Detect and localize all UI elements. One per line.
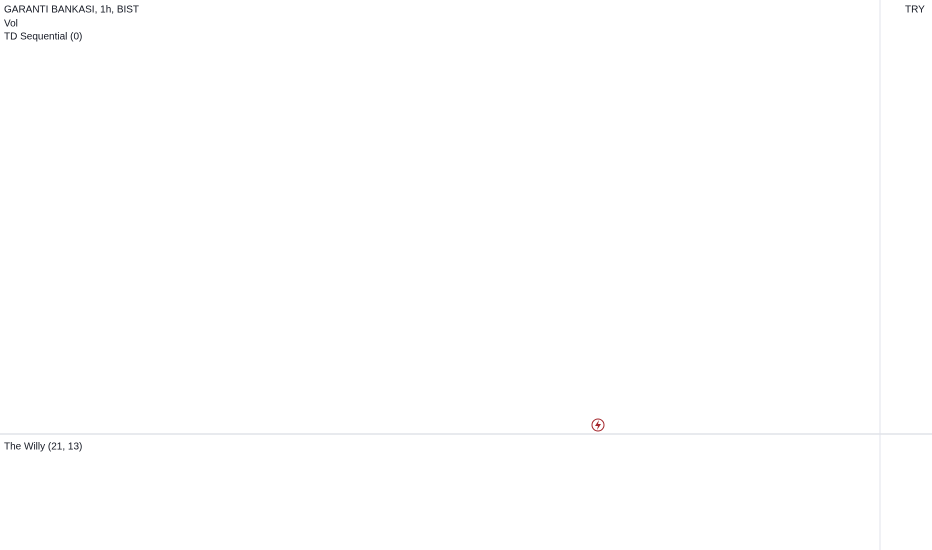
indicator-title: The Willy (21, 13) xyxy=(4,442,82,453)
legend-item: Vol xyxy=(4,19,18,30)
currency-label: TRY xyxy=(905,5,925,16)
chart-title: GARANTI BANKASI, 1h, BIST xyxy=(4,5,139,16)
event-icon-bolt xyxy=(595,420,601,430)
legend-item: TD Sequential (0) xyxy=(4,32,82,43)
